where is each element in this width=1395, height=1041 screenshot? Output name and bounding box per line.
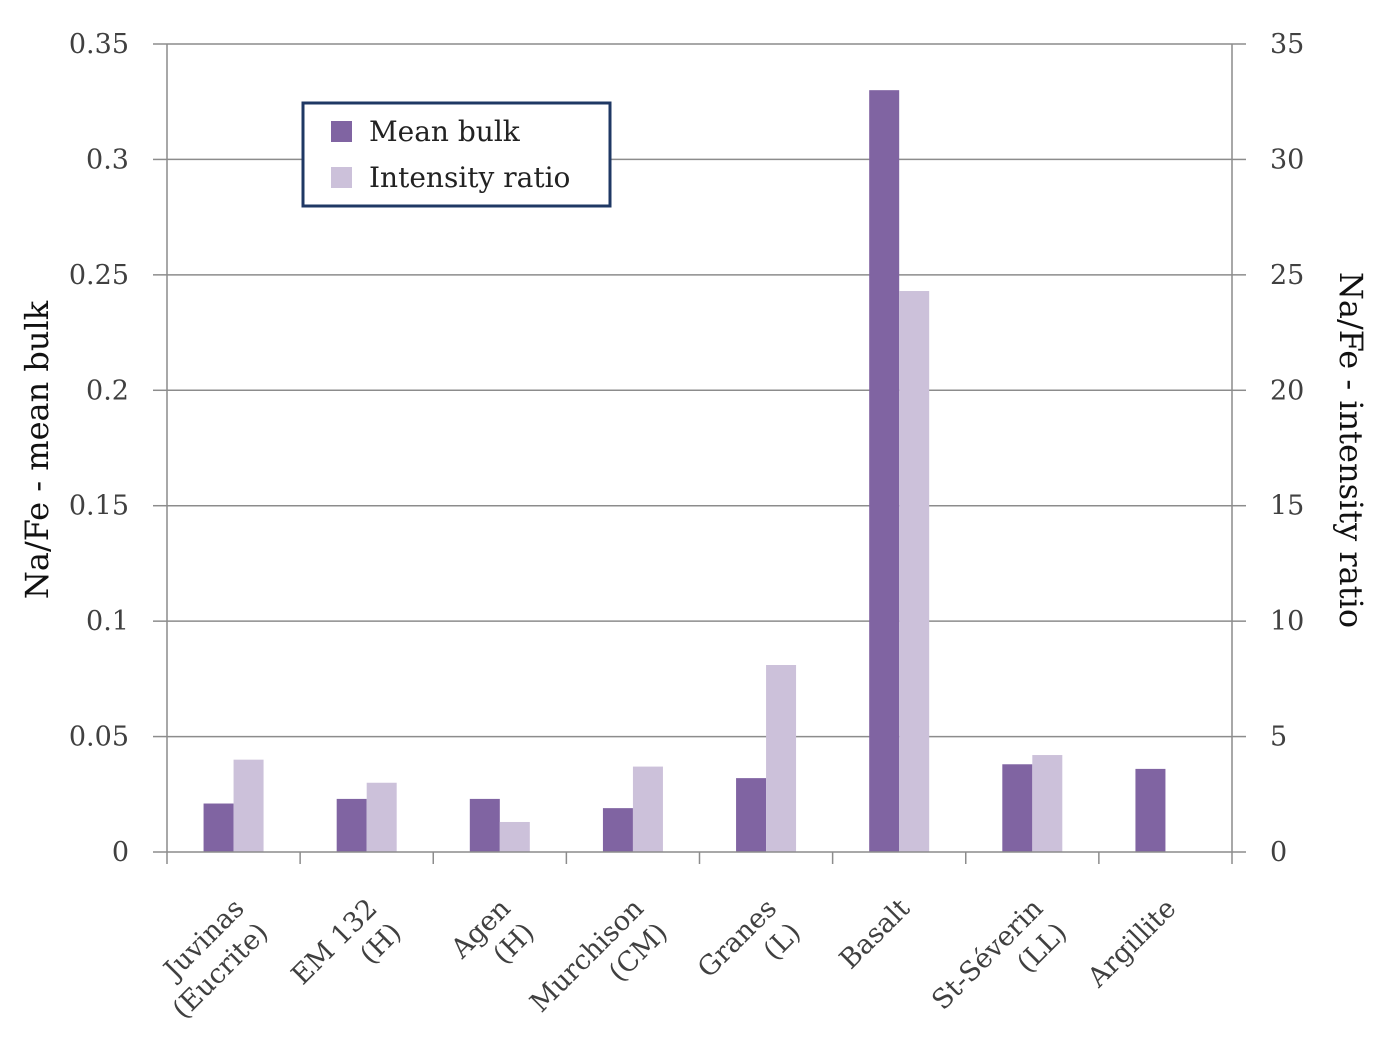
left-axis-title: Na/Fe - mean bulk: [18, 300, 56, 599]
bar-intensity-ratio: [899, 291, 930, 852]
category-labels: Juvinas(Eucrite) EM 132(H) Agen(H)Murchiso…: [156, 893, 1182, 1025]
right-tick-label: 0: [1270, 837, 1287, 868]
category-label: Juvinas(Eucrite): [156, 893, 274, 1025]
legend-swatch-mean-bulk: [331, 121, 352, 142]
bar-intensity-ratio: [366, 782, 397, 852]
bar-intensity-ratio: [632, 766, 663, 852]
bars: [203, 90, 1166, 852]
bar-mean-bulk: [1002, 764, 1033, 852]
left-tick-label: 0.35: [69, 29, 129, 60]
right-tick-label: 20: [1270, 375, 1304, 406]
bar-intensity-ratio: [1032, 755, 1063, 852]
left-axis-ticks: 0 0.05 0.1 0.15 0.2 0.25 0.3 0.35: [69, 29, 129, 868]
category-label: Granes(L): [692, 893, 807, 984]
left-tick-label: 0.3: [86, 144, 129, 175]
left-tick-label: 0: [112, 837, 129, 868]
category-label: Basalt: [834, 893, 916, 975]
right-tick-label: 35: [1270, 29, 1304, 60]
category-label: Agen(H): [445, 893, 541, 971]
axes: [153, 43, 1246, 864]
legend-frame: [301, 101, 612, 208]
bar-mean-bulk: [1135, 768, 1166, 852]
left-tick-label: 0.2: [86, 375, 129, 406]
bar-mean-bulk: [203, 803, 234, 852]
category-label: St-Séverin(LL): [926, 893, 1073, 1016]
bar-intensity-ratio: [233, 759, 264, 852]
bar-mean-bulk: [602, 808, 633, 852]
right-tick-label: 25: [1270, 260, 1304, 291]
right-tick-label: 15: [1270, 491, 1304, 522]
bar-intensity-ratio: [499, 821, 530, 852]
category-label: Argillite: [1081, 893, 1182, 994]
right-tick-label: 5: [1270, 722, 1287, 753]
left-tick-label: 0.05: [69, 722, 129, 753]
legend-label-mean-bulk: Mean bulk: [369, 115, 521, 148]
left-tick-label: 0.1: [86, 606, 129, 637]
right-axis-ticks: 0 5 10 15 20 25 30 35: [1270, 29, 1304, 868]
left-tick-label: 0.25: [69, 260, 129, 291]
bar-mean-bulk: [736, 778, 767, 852]
left-tick-label: 0.15: [69, 491, 129, 522]
bar-intensity-ratio: [766, 665, 797, 852]
right-tick-label: 10: [1270, 606, 1304, 637]
bar-mean-bulk: [336, 798, 367, 852]
category-label: Murchison(CM): [524, 893, 674, 1019]
right-tick-label: 30: [1270, 144, 1304, 175]
bar-mean-bulk: [869, 90, 900, 852]
legend: Mean bulk Intensity ratio: [301, 101, 612, 208]
legend-swatch-intensity-ratio: [331, 167, 352, 188]
bar-mean-bulk: [469, 798, 500, 852]
category-label: EM 132(H): [286, 893, 408, 991]
right-axis-title: Na/Fe - intensity ratio: [1332, 272, 1370, 628]
legend-label-intensity-ratio: Intensity ratio: [369, 161, 570, 194]
category-label-line: Basalt: [834, 893, 916, 975]
category-label-line: Argillite: [1081, 893, 1182, 994]
